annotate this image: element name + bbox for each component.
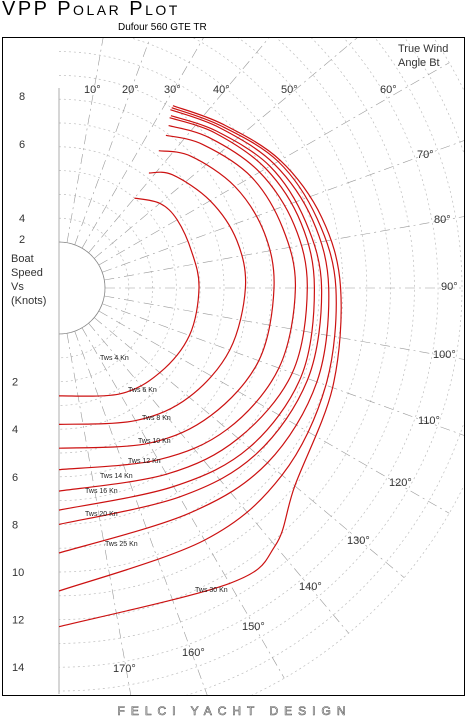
page-title: VPP Polar Plot	[2, 0, 180, 20]
angle-spoke	[88, 323, 349, 634]
polar-curve	[58, 171, 247, 425]
angle-tick-label: 80°	[434, 214, 451, 226]
angle-spoke	[66, 38, 104, 243]
speed-tick-label: 2	[12, 377, 18, 389]
polar-curve	[58, 197, 200, 397]
plot-labels: 10° 20° 30° 40° 50° 60° 70° 80° 90° 100° 110° 120° 1…	[11, 43, 458, 675]
speed-tick-label: 12	[12, 615, 24, 627]
speed-ring	[58, 38, 463, 692]
angle-spoke	[104, 295, 464, 360]
speed-tick-label: 2	[19, 234, 25, 246]
speed-tick-label: 8	[12, 519, 18, 531]
speed-tick-label: 14	[12, 662, 24, 674]
series-label: Tws 14 Kn	[100, 473, 133, 480]
angle-tick-label: 130°	[347, 535, 370, 547]
angle-tick-label: 170°	[113, 663, 136, 675]
speed-tick-label: 6	[12, 472, 18, 484]
speed-ring	[58, 38, 368, 597]
angle-spoke	[94, 38, 358, 259]
series-label: Tws 4 Kn	[100, 355, 129, 362]
angle-tick-label: 30°	[164, 84, 181, 96]
speed-ring	[58, 38, 415, 644]
angle-spoke	[74, 331, 208, 695]
speed-ring	[251, 38, 464, 695]
angle-tick-label: 50°	[281, 84, 298, 96]
speed-ring	[58, 217, 130, 359]
speed-curves	[58, 105, 342, 628]
angle-tick-label: 60°	[380, 84, 397, 96]
angle-spoke	[74, 38, 151, 245]
angle-spoke	[104, 216, 464, 281]
series-label: Tws 16 Kn	[85, 488, 118, 495]
angle-tick-label: 140°	[299, 581, 322, 593]
polar-curve	[58, 109, 330, 554]
angle-tick-label: 100°	[433, 349, 456, 361]
angle-spoke	[81, 327, 285, 679]
angle-spoke	[102, 140, 464, 273]
angle-axis-title: Angle Bt	[398, 57, 440, 69]
speed-ring	[58, 38, 439, 668]
angle-tick-label: 90°	[441, 281, 458, 293]
plot-frame	[2, 37, 465, 696]
series-label: Tws 6 Kn	[128, 387, 157, 394]
angle-axis-title: True Wind	[398, 43, 448, 55]
inner-circle	[58, 241, 106, 335]
polar-curve	[58, 125, 308, 492]
speed-tick-label: 10	[12, 567, 24, 579]
speed-tick-label: 4	[12, 424, 18, 436]
speed-ring	[58, 241, 106, 335]
speed-axis-title: Boat	[11, 253, 34, 265]
series-label: Tws 30 Kn	[195, 587, 228, 594]
series-label: Tws 10 Kn	[138, 438, 171, 445]
angle-tick-label: 70°	[417, 149, 434, 161]
angle-tick-label: 150°	[242, 621, 265, 633]
speed-axis-title: Speed	[11, 267, 43, 279]
angle-spoke	[98, 310, 450, 514]
angle-tick-label: 20°	[122, 84, 139, 96]
speed-ring	[58, 38, 344, 573]
series-label: Tws 8 Kn	[142, 415, 171, 422]
polar-curve	[58, 134, 297, 471]
speed-axis-title: (Knots)	[11, 295, 46, 307]
angle-spoke	[88, 38, 270, 253]
series-label: Tws 25 Kn	[105, 541, 138, 548]
polar-curve	[58, 150, 275, 449]
angle-tick-label: 110°	[418, 415, 440, 427]
polar-curve	[58, 107, 337, 592]
series-label: Tws 20 Kn	[85, 511, 118, 518]
angle-tick-label: 120°	[389, 477, 412, 489]
designer-footer: FELCI YACHT DESIGN	[117, 704, 352, 719]
polar-curve	[58, 105, 342, 628]
boat-model-subtitle: Dufour 560 GTE TR	[118, 22, 207, 33]
angle-tick-label: 10°	[84, 84, 101, 96]
speed-ring	[58, 170, 177, 406]
angle-spoke	[81, 38, 204, 249]
speed-tick-label: 4	[19, 213, 25, 225]
angle-tick-label: 160°	[182, 647, 205, 659]
series-label: Tws 12 Kn	[128, 458, 161, 465]
speed-axis-title: Vs	[11, 281, 24, 293]
polar-curve	[58, 115, 323, 525]
polar-curve	[58, 117, 316, 511]
speed-tick-label: 6	[19, 139, 25, 151]
angle-tick-label: 40°	[213, 84, 230, 96]
angle-spoke	[66, 333, 132, 695]
speed-tick-label: 8	[19, 91, 25, 103]
